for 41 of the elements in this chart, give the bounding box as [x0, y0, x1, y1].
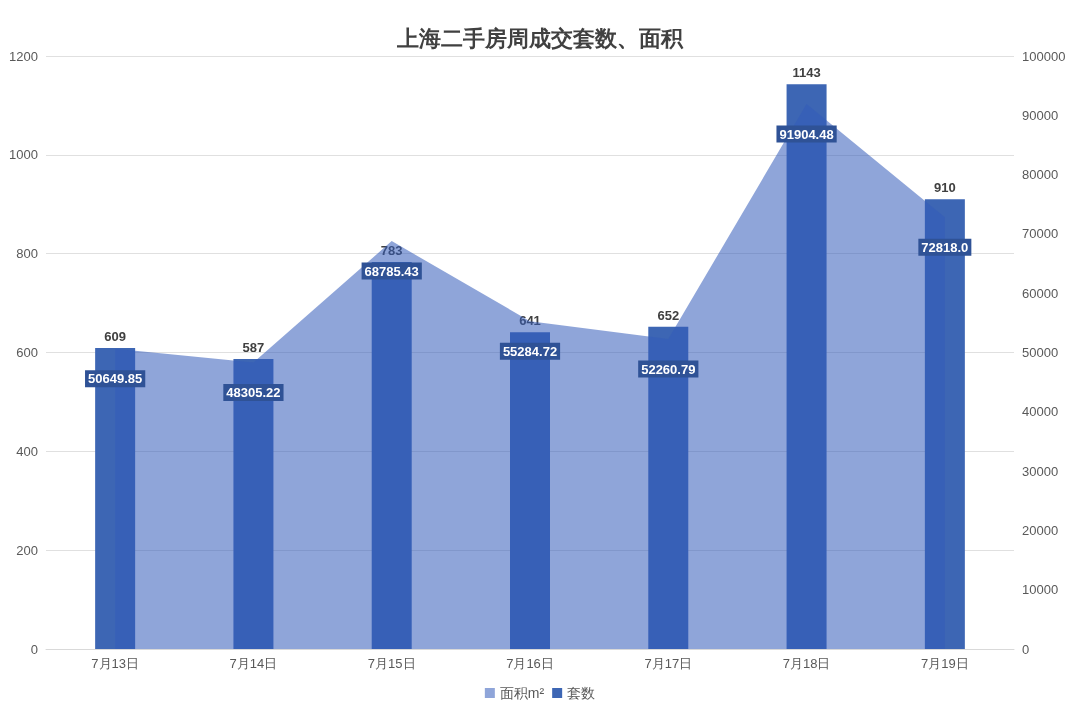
data-label: 55284.72	[502, 343, 558, 359]
legend-label: 面积m²	[499, 685, 545, 701]
x-tick-label: 7月13日	[91, 656, 139, 671]
x-tick-label: 7月16日	[506, 656, 554, 671]
y-tick-label: 400	[16, 443, 38, 459]
y2-tick-label: 80000	[1022, 167, 1059, 183]
legend-label: 套数	[567, 685, 596, 701]
x-tick-label: 7月19日	[921, 656, 969, 671]
y2-tick-label: 60000	[1022, 285, 1059, 301]
data-label: 652	[657, 307, 680, 323]
data-label: 48305.22	[226, 385, 281, 401]
data-label: 50649.85	[88, 371, 143, 387]
data-label: 910	[934, 180, 956, 196]
data-label: 783	[380, 243, 403, 259]
data-label: 1143	[792, 65, 821, 81]
y-tick-label: 1000	[9, 147, 38, 163]
y-tick-label: 200	[16, 542, 38, 558]
data-label: 609	[104, 329, 126, 345]
y2-tick-label: 70000	[1022, 226, 1059, 242]
y2-tick-label: 20000	[1022, 522, 1059, 538]
y-tick-label: 600	[16, 345, 38, 360]
y2-tick-label: 50000	[1022, 345, 1059, 360]
x-tick-label: 7月14日	[229, 656, 278, 671]
data-label: 52260.79	[641, 361, 696, 377]
x-tick-label: 7月15日	[367, 656, 416, 671]
x-tick-label: 7月17日	[644, 656, 693, 671]
y-tick-label: 1200	[9, 48, 38, 64]
data-label: 91904.48	[779, 126, 834, 142]
y-tick-label: 0	[30, 641, 38, 657]
y-tick-label: 800	[16, 246, 38, 262]
chart-title: 上海二手房周成交套数、面积	[396, 25, 684, 51]
x-tick-label: 7月18日	[782, 656, 831, 671]
y2-tick-label: 100000	[1022, 48, 1066, 64]
y2-tick-label: 10000	[1022, 582, 1059, 598]
y2-tick-label: 0	[1022, 641, 1030, 657]
data-label: 587	[242, 339, 265, 355]
y2-tick-label: 90000	[1022, 107, 1059, 123]
y2-tick-label: 40000	[1022, 404, 1059, 420]
data-label: 68785.43	[364, 263, 419, 279]
y2-tick-label: 30000	[1022, 463, 1059, 479]
data-label: 72818.0	[921, 239, 969, 255]
